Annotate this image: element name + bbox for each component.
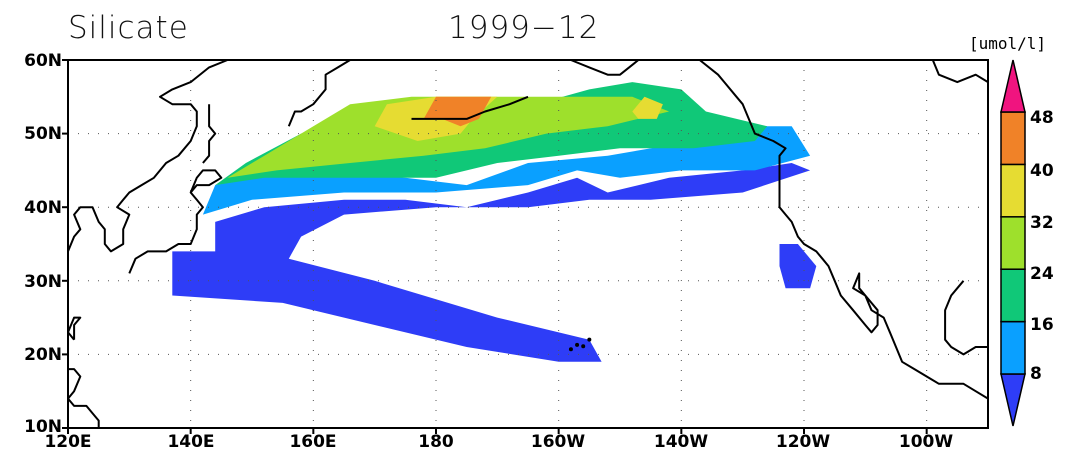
colorbar-label-16: 16	[1030, 315, 1054, 335]
colorbar-segment	[1000, 320, 1026, 375]
coastline-taiwan	[67, 316, 82, 341]
lat-tick-40n: 40N	[24, 198, 62, 218]
coastline-philippines	[67, 368, 100, 428]
silicate-region-below-8-east	[779, 244, 817, 289]
hawaii-island	[581, 344, 586, 349]
chart-title-date: 1999−12	[448, 10, 600, 46]
hawaii-island	[587, 337, 592, 342]
coastline-hudson-bay	[931, 59, 989, 84]
lat-tick-30n: 30N	[24, 272, 62, 292]
colorbar-segment-low	[1000, 373, 1026, 427]
coastline-north-america	[699, 59, 989, 400]
coastline-japan	[128, 169, 223, 274]
lat-tick-60n: 60N	[24, 51, 62, 71]
colorbar-segment	[1000, 268, 1026, 323]
coastline-aleutians	[411, 95, 529, 120]
coastline-asia	[67, 59, 228, 253]
silicate-region-below-8	[172, 163, 811, 362]
coastline-gulf-of-mexico	[944, 280, 988, 356]
lat-tick-20n: 20N	[24, 345, 62, 365]
colorbar-label-40: 40	[1030, 161, 1054, 181]
silicate-region-24-32	[227, 96, 670, 178]
colorbar-label-24: 24	[1030, 264, 1054, 284]
lon-tick-180: 180	[418, 432, 454, 452]
hawaii-island	[575, 342, 580, 347]
colorbar-segment-high	[1000, 59, 1026, 113]
lon-tick-120e: 120E	[44, 432, 92, 452]
colorbar-segment	[1000, 111, 1026, 166]
lon-tick-140e: 140E	[167, 432, 215, 452]
colorbar-label-8: 8	[1030, 364, 1042, 384]
silicate-region-32-40-b	[632, 96, 663, 119]
coastline-alaska	[570, 59, 676, 76]
colorbar-segment	[1000, 216, 1026, 270]
colorbar-label-48: 48	[1030, 108, 1054, 128]
lat-tick-50n: 50N	[24, 124, 62, 144]
coastline-sakhalin	[202, 104, 217, 164]
coastline-kamchatka	[287, 59, 351, 127]
colorbar-segment	[1000, 163, 1026, 218]
lon-tick-100w: 100W	[898, 432, 954, 452]
colorbar-label-32: 32	[1030, 213, 1054, 233]
hawaii-island	[568, 347, 573, 352]
colorbar-unit-label: [umol/l]	[969, 34, 1047, 53]
chart-title-variable: Silicate	[68, 10, 189, 46]
lat-tick-10n: 10N	[24, 417, 62, 437]
map-frame	[67, 59, 989, 429]
lon-tick-160w: 160W	[530, 432, 586, 452]
lon-tick-160e: 160E	[289, 432, 337, 452]
lon-tick-120w: 120W	[775, 432, 831, 452]
lon-tick-140w: 140W	[653, 432, 709, 452]
